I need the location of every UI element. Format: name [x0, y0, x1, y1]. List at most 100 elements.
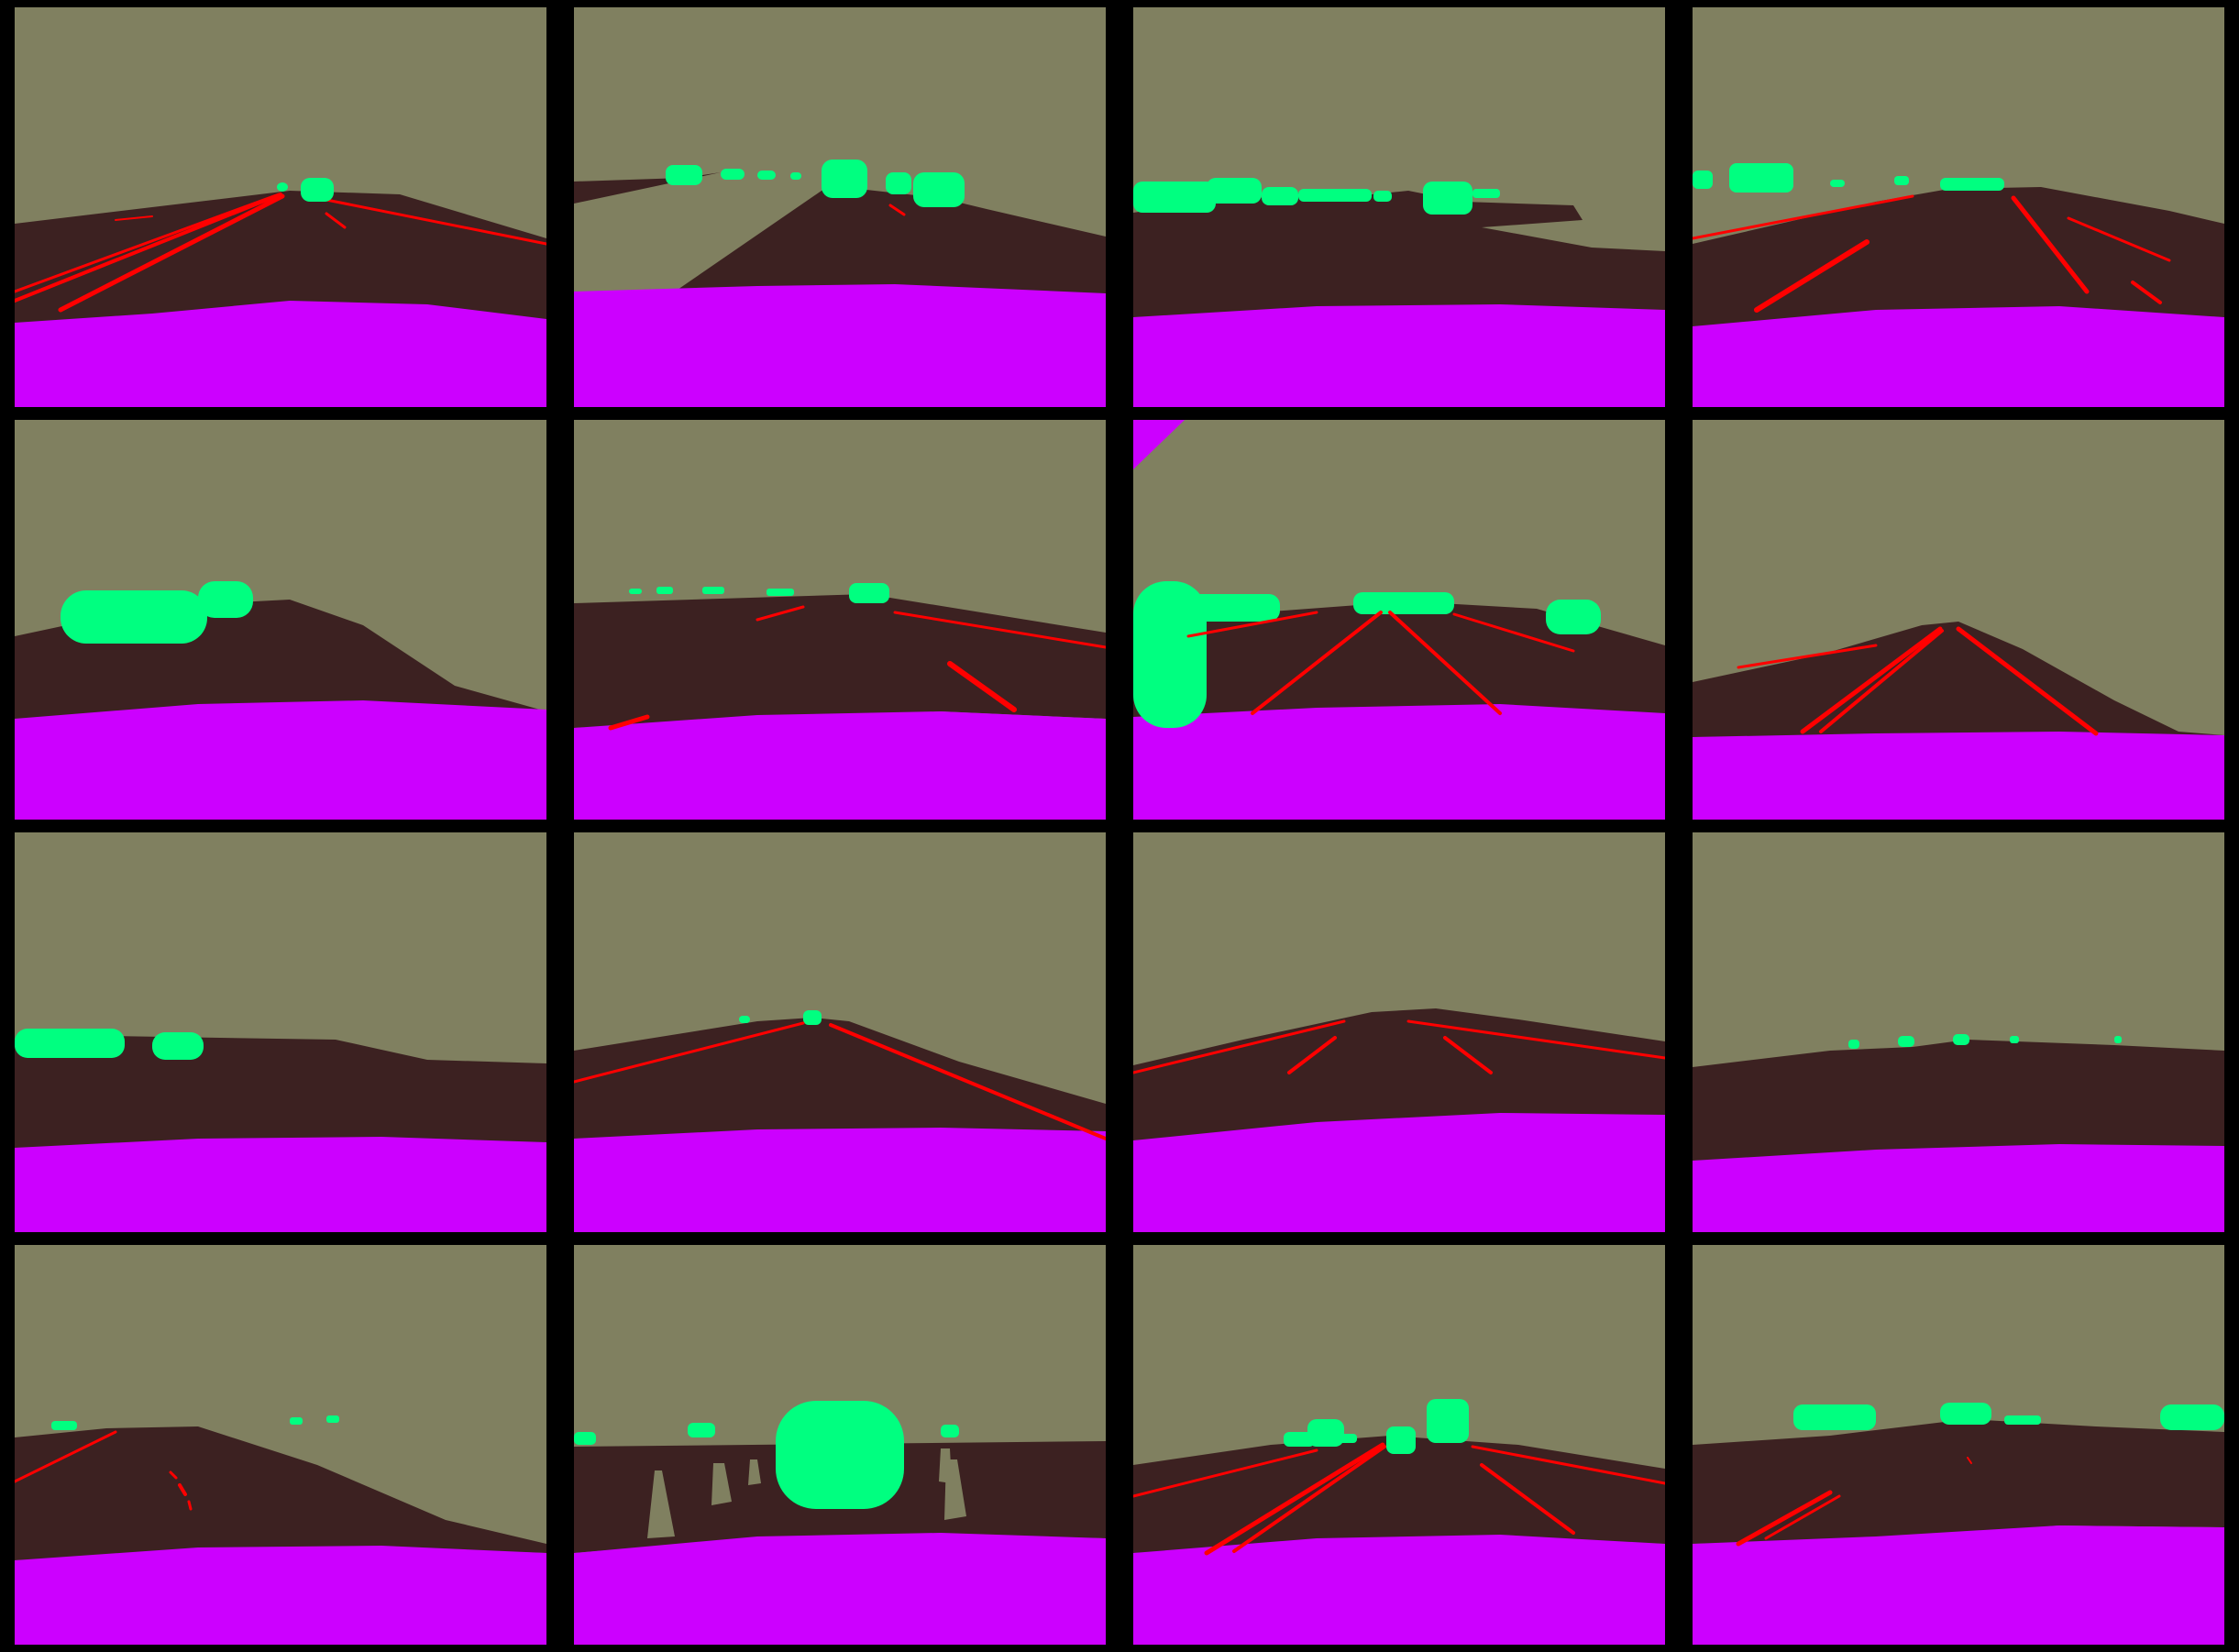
vehicle-blob	[1546, 600, 1601, 634]
lane-marking	[1251, 611, 1383, 715]
lane-marking	[187, 1500, 193, 1511]
ego-hood	[15, 301, 546, 407]
road-region	[15, 1036, 546, 1148]
vehicle-blob	[1298, 189, 1372, 202]
tile-4-3	[1133, 1245, 1665, 1645]
vehicle-blob	[1427, 1399, 1469, 1443]
road-region	[574, 594, 1106, 728]
road-region	[1693, 187, 2224, 326]
lane-marking	[1764, 1494, 1841, 1540]
tile-2-3	[1133, 420, 1665, 820]
vehicle-blob	[1940, 178, 2004, 191]
lane-marking	[15, 193, 282, 303]
tile-4-1	[15, 1245, 546, 1645]
vehicle-blob	[51, 1421, 77, 1430]
lane-marking	[15, 193, 281, 293]
vehicle-blob	[666, 165, 702, 185]
vehicle-blob	[1898, 1036, 1914, 1047]
vehicle-blob	[1373, 191, 1392, 202]
tile-3-3	[1133, 832, 1665, 1232]
ego-hood	[1133, 1113, 1665, 1232]
vehicle-blob	[2160, 1404, 2224, 1430]
vehicle-blob	[1848, 1040, 1859, 1049]
vehicle-blob	[1940, 1403, 1991, 1425]
tile-4-2	[574, 1245, 1106, 1645]
vehicle-blob	[301, 178, 334, 202]
vehicle-blob	[913, 172, 965, 207]
lane-marking	[2011, 195, 2090, 294]
ego-hood	[15, 1546, 546, 1645]
lane-marking	[1133, 1448, 1318, 1498]
ego-hood	[574, 1533, 1106, 1645]
lane-marking	[1287, 1036, 1337, 1074]
vehicle-blob	[941, 1425, 959, 1437]
tile-2-2	[574, 420, 1106, 820]
vehicle-blob	[1284, 1432, 1315, 1447]
ego-hood	[1693, 306, 2224, 407]
vehicle-blob	[2004, 1415, 2041, 1425]
vehicle-blob	[152, 1032, 204, 1060]
lane-marking	[1186, 611, 1318, 638]
lane-marking	[306, 194, 546, 246]
vehicle-blob	[688, 1423, 715, 1437]
tile-3-4	[1693, 832, 2224, 1232]
ego-hood	[15, 700, 546, 820]
ego-hood	[1133, 1535, 1665, 1645]
lane-marking	[893, 611, 1106, 649]
lane-marking	[15, 1430, 117, 1483]
tile-4-4	[1693, 1245, 2224, 1645]
vehicle-blob	[1188, 594, 1280, 622]
lane-marking	[1819, 629, 1944, 733]
road-region	[1133, 1436, 1665, 1553]
vehicle-blob	[803, 1010, 822, 1025]
lane-marking	[1452, 612, 1575, 653]
sky-gap	[939, 1448, 952, 1483]
lane-marking	[947, 661, 1017, 712]
vehicle-blob	[790, 172, 801, 180]
lane-marking	[1956, 626, 2099, 736]
lane-marking	[2067, 216, 2171, 262]
lane-marking	[1443, 1036, 1493, 1074]
sky-gap	[711, 1463, 732, 1505]
vehicle-blob	[1133, 182, 1216, 213]
ego-hood	[1693, 1144, 2224, 1232]
tile-2-4	[1693, 420, 2224, 820]
road-region	[1133, 601, 1665, 717]
vehicle-blob	[15, 1029, 125, 1058]
vehicle-blob	[702, 587, 724, 594]
vehicle-blob	[1353, 592, 1454, 614]
vehicle-blob	[849, 583, 889, 603]
tile-1-4	[1693, 7, 2224, 407]
lane-marking	[608, 714, 650, 731]
lane-marking	[2131, 281, 2162, 304]
lane-marking	[115, 215, 153, 221]
vehicle-blob	[767, 589, 794, 596]
lane-marking	[1800, 626, 1943, 734]
road-region	[15, 191, 546, 323]
road-region	[675, 189, 1106, 295]
vehicle-blob	[1307, 1419, 1344, 1447]
vehicle-blob	[2114, 1036, 2122, 1043]
lane-marking	[756, 605, 805, 622]
vehicle-blob	[886, 172, 911, 194]
lane-marking	[1693, 194, 1914, 240]
sky-gap	[647, 1470, 675, 1538]
lane-marking	[1967, 1457, 1972, 1464]
lane-marking	[1388, 611, 1502, 715]
vehicle-blob	[198, 581, 253, 618]
lane-marking	[1204, 1442, 1385, 1556]
tile-1-1	[15, 7, 546, 407]
vehicle-blob	[1793, 1404, 1876, 1430]
sky-gap	[748, 1459, 761, 1485]
ego-hood	[574, 1128, 1106, 1232]
vehicle-blob	[629, 589, 642, 594]
vehicle-blob	[2010, 1036, 2019, 1043]
vehicle-blob	[574, 1432, 596, 1445]
lane-marking	[888, 204, 906, 216]
road-region	[1693, 1419, 2224, 1544]
vehicle-blob	[757, 171, 776, 180]
ego-hood	[1693, 1525, 2224, 1645]
lane-marking	[1232, 1445, 1386, 1553]
vehicle-blob	[1335, 1434, 1357, 1443]
